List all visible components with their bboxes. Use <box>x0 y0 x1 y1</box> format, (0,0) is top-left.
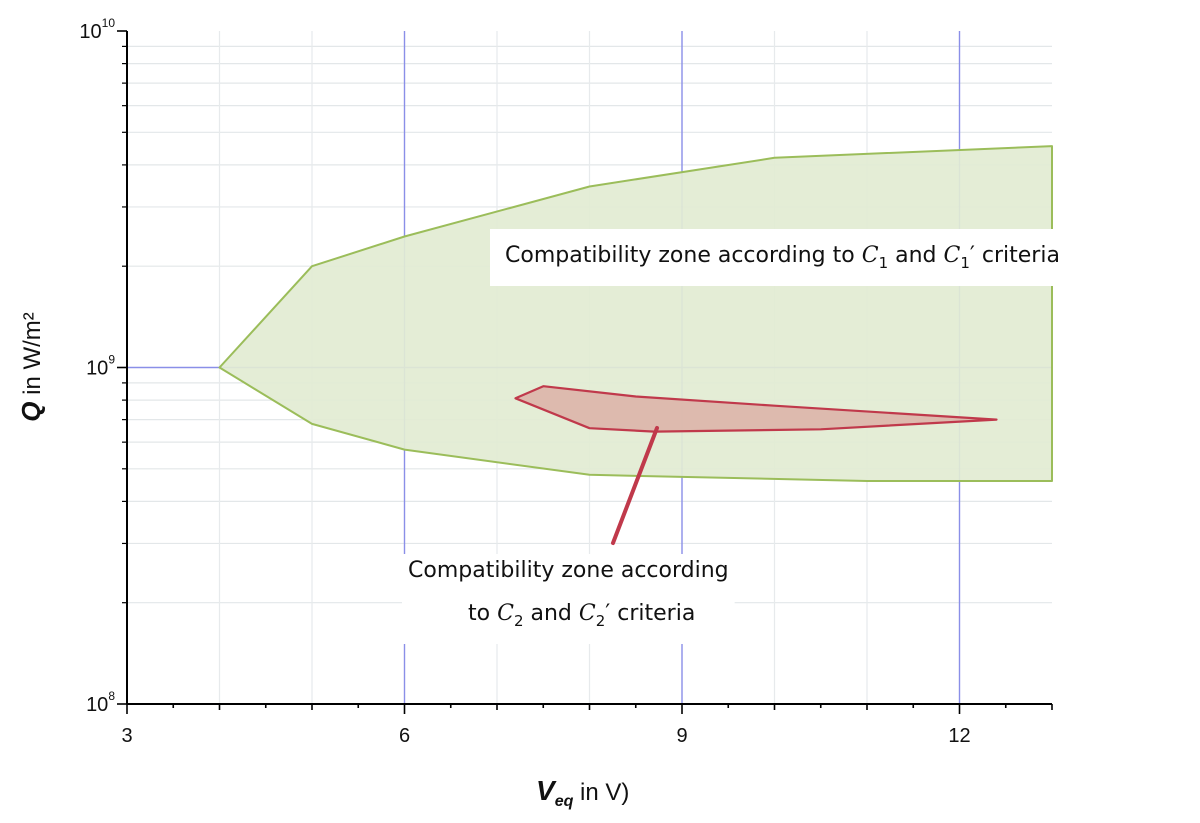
zones <box>218 145 1053 482</box>
annotation-backgrounds <box>402 229 1075 644</box>
x-tick-label: 9 <box>676 725 687 747</box>
axis-titles: Veq in V) Q in W/m² <box>16 312 629 810</box>
x-tick-label: 12 <box>948 725 970 747</box>
x-axis-title: Veq in V) <box>536 775 629 810</box>
c2-zone-label-line1: Compatibility zone according <box>408 558 729 583</box>
annotation-arrow <box>611 426 659 545</box>
y-tick-label: 109 <box>86 353 115 380</box>
c2-compatibility-zone <box>514 385 998 433</box>
c1-label-box <box>490 229 1075 286</box>
y-axis-title: Q in W/m² <box>16 312 46 422</box>
y-tick-label: 1010 <box>79 16 115 43</box>
tick-labels: 3 6 9 12 108 109 1010 <box>79 16 970 747</box>
x-tick-label: 3 <box>121 725 132 747</box>
y-tick-label: 108 <box>86 689 115 716</box>
annotations: Compatibility zone according to C1 and C… <box>408 243 1060 630</box>
axes <box>117 30 1053 714</box>
c1-zone-label: Compatibility zone according to C1 and C… <box>505 243 1060 272</box>
c2-zone-label-line2: to C2 and C2′ criteria <box>468 601 695 630</box>
x-tick-label: 6 <box>399 725 410 747</box>
arrow-line <box>611 426 659 545</box>
c2-label-box <box>402 554 735 644</box>
